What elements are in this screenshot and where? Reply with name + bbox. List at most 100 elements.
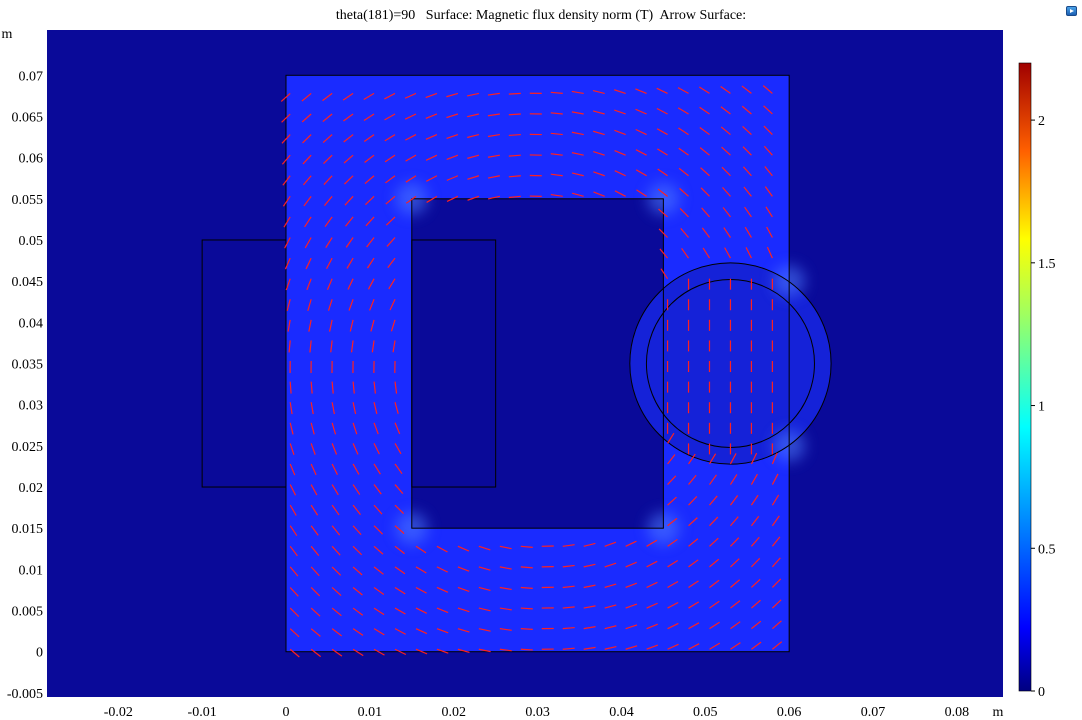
flux-arrow [284,257,291,270]
flux-arrow [457,566,470,572]
flux-arrow [367,278,375,290]
coil-right-outline [411,239,497,488]
flux-arrow [425,154,438,161]
flux-arrow [366,237,375,248]
flux-arrow [635,169,647,177]
flux-arrow [766,246,773,259]
flux-arrow [281,113,291,123]
flux-arrow [394,525,405,535]
flux-arrow [730,642,741,650]
flux-arrow [592,89,605,94]
flux-arrow [280,92,291,102]
flux-arrow [289,628,300,638]
flux-arrow [771,452,778,465]
x-tick-label: -0.01 [188,705,217,720]
flux-arrow [373,648,385,656]
flux-arrow [487,175,500,179]
flux-arrow [352,402,357,415]
flux-arrow [305,257,312,270]
flux-arrow [289,525,298,537]
flux-arrow [345,237,354,248]
flux-arrow [571,131,584,136]
flux-arrow [593,150,605,156]
flux-arrow [646,539,658,547]
flux-arrow [750,536,760,547]
flux-arrow [446,113,459,119]
flux-arrow [750,557,761,568]
flux-arrow [688,559,699,568]
flux-arrow [614,150,626,156]
flux-arrow [550,153,563,156]
flux-arrow [352,484,361,495]
flux-arrow [709,537,719,547]
flux-arrow [688,601,700,609]
flux-arrow [436,628,449,634]
flux-arrow [373,484,382,495]
flux-arrow [646,623,658,630]
flux-arrow [457,586,470,593]
flux-arrow [743,186,752,197]
export-icon[interactable] [1066,6,1077,16]
flux-arrow [741,105,752,115]
flux-arrow [562,606,575,609]
flux-arrow [352,628,364,636]
flux-arrow [771,536,781,547]
flux-arrow [741,85,752,94]
flux-arrow [646,644,659,650]
flux-arrow [571,152,584,156]
flux-arrow [326,257,333,270]
flux-arrow [310,381,313,394]
flux-arrow [614,129,626,136]
flux-arrow [771,494,780,506]
flux-arrow [478,566,491,571]
flux-arrow [625,624,638,630]
flux-arrow [604,583,617,589]
flux-arrow [322,134,333,143]
flux-arrow [467,92,480,97]
flux-arrow [446,92,459,98]
flux-arrow [467,113,480,118]
flux-arrow [659,248,669,259]
flux-arrow [286,299,291,312]
flux-arrow [709,558,720,568]
flux-arrow [656,128,668,136]
flux-arrow [457,628,470,633]
flux-arrow [730,537,740,547]
flux-arrow [373,463,381,475]
flux-arrow [352,525,362,536]
flux-arrow [387,257,396,269]
flux-arrow [550,91,563,95]
flux-arrow [415,607,428,614]
flux-arrow [701,207,710,218]
y-tick-label: 0.05 [19,234,44,249]
flux-arrow [750,452,758,465]
flux-arrow [394,648,407,656]
flux-arrow [323,154,333,164]
flux-arrow [405,154,417,162]
flux-arrow [373,525,384,535]
flux-arrow [772,641,783,650]
y-tick-label: 0.005 [12,605,44,620]
flux-arrow [763,145,773,156]
flux-arrow [310,628,321,637]
flux-arrow [324,195,333,206]
flux-arrow [699,126,710,136]
flux-arrow [394,402,399,414]
flux-arrow [343,154,354,164]
flux-arrow [550,132,563,136]
flux-arrow [657,148,668,156]
flux-arrow [730,579,741,588]
flux-arrow [331,504,340,516]
flux-arrow [302,175,312,186]
flux-arrow [688,580,699,588]
flux-arrow [436,586,449,593]
flux-arrow [349,319,354,332]
flux-arrow [742,146,752,156]
flux-arrow [327,299,333,311]
flux-arrow [729,474,738,485]
flux-arrow [331,545,341,556]
flux-arrow [679,187,689,197]
y-tick-label: 0.03 [19,399,44,414]
flux-arrow [508,195,521,199]
x-tick-label: -0.02 [104,705,133,720]
